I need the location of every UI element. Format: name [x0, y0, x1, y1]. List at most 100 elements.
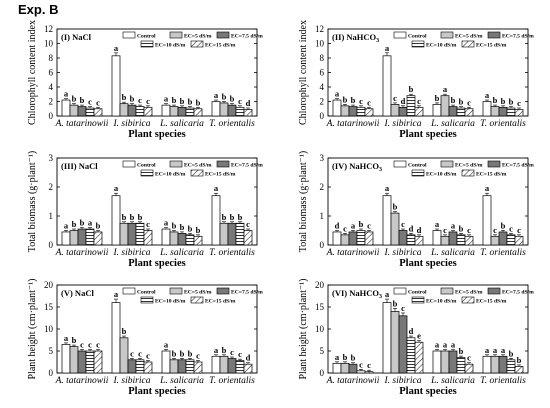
legend-swatch [411, 296, 425, 304]
legend-label: EC=5 dS/m [455, 34, 483, 40]
legend: Control EC=5 dS/m EC=7.5 dS/m EC=10 dS/m EC=… [122, 287, 263, 305]
legend-swatch [461, 296, 475, 304]
panel-2: 0 2 4 6 8 10 12 Chlorophyll content index (II) N… [298, 20, 534, 140]
y-tick-label: 12 [315, 24, 324, 34]
bar [390, 311, 400, 374]
legend: Control EC=5 dS/m EC=7.5 dS/m EC=10 dS/m EC=… [393, 160, 534, 178]
legend-swatch [169, 160, 183, 168]
significance-letter: c [96, 97, 100, 107]
significance-letter: a [451, 340, 456, 350]
bar [348, 106, 358, 117]
legend-swatch [461, 40, 475, 48]
y-tick-label: 6 [320, 68, 325, 78]
significance-letter: a [114, 43, 119, 53]
significance-letter: c [467, 353, 471, 363]
x-category-label: T. orientalis [480, 248, 526, 258]
bar [85, 228, 95, 246]
legend-label: EC=10 dS/m [426, 172, 457, 178]
x-category-label: I. sibirica [384, 376, 422, 386]
significance-letter: b [222, 345, 227, 355]
significance-letter: c [238, 349, 242, 359]
x-category-label: A. tatarinowii [55, 119, 109, 129]
significance-letter: e [417, 331, 421, 341]
bar [177, 359, 187, 374]
significance-letter: c [146, 219, 150, 229]
bar [406, 234, 416, 246]
significance-letter: c [367, 97, 371, 107]
bar [61, 99, 71, 117]
legend-label: Control [408, 290, 427, 296]
legend-swatch [190, 169, 204, 177]
bar [398, 315, 408, 374]
significance-letter: a [443, 340, 448, 350]
y-tick-label: 0 [49, 240, 54, 250]
significance-letter: b [130, 94, 135, 104]
bar [61, 231, 71, 246]
x-category-label: T. orientalis [209, 248, 255, 258]
panel-5: 0 5 10 15 20 Plant height (cm·plant⁻¹) (V) NaC… [27, 278, 263, 397]
y-axis-label: Chlorophyll content index [298, 20, 309, 125]
legend-swatch [122, 31, 136, 39]
legend-swatch [216, 160, 230, 168]
y-tick-label: 10 [44, 39, 54, 49]
bar [506, 234, 516, 246]
bar [235, 360, 245, 374]
bar [440, 350, 450, 374]
bar [69, 230, 79, 246]
y-tick-label: 10 [44, 324, 54, 334]
significance-letter: b [501, 96, 506, 106]
legend-swatch [216, 31, 230, 39]
legend-swatch [169, 31, 183, 39]
legend-swatch [440, 31, 454, 39]
legend-swatch [487, 287, 501, 295]
y-tick-label: 10 [315, 39, 325, 49]
bar [414, 235, 424, 246]
legend-label: EC=7.5 dS/m [502, 290, 534, 296]
bar [340, 105, 350, 117]
significance-letter: a [335, 89, 340, 99]
legend-label: EC=15 dS/m [205, 172, 236, 178]
x-category-label: I. sibirica [113, 248, 151, 258]
y-axis-label: Total biomass (g·plant⁻¹) [27, 151, 38, 252]
legend-swatch [487, 31, 501, 39]
bar [211, 195, 221, 246]
significance-letter: b [180, 96, 185, 106]
bar [482, 195, 492, 246]
y-tick-label: 0 [320, 111, 325, 121]
significance-letter: b [122, 326, 127, 336]
significance-letter: b [138, 212, 143, 222]
bar [390, 104, 400, 117]
x-category-label: I. sibirica [384, 119, 422, 129]
legend-label: EC=10 dS/m [155, 43, 186, 49]
y-tick-label: 8 [49, 53, 54, 63]
bar [177, 233, 187, 246]
significance-letter: a [214, 183, 219, 193]
bar [177, 106, 187, 117]
bar [364, 108, 374, 117]
significance-letter: a [164, 340, 169, 350]
significance-letter: b [96, 220, 101, 230]
bar [85, 107, 95, 117]
bar [193, 361, 203, 374]
bar [390, 212, 400, 246]
bar [340, 362, 350, 374]
bar [227, 358, 237, 374]
significance-letter: b [222, 91, 227, 101]
legend: Control EC=5 dS/m EC=7.5 dS/m EC=10 dS/m EC=… [393, 287, 534, 305]
bar [93, 231, 103, 246]
significance-letter: a [164, 94, 169, 104]
significance-letter: a [443, 84, 448, 94]
bar [514, 109, 524, 117]
bar [440, 95, 450, 117]
bar [498, 106, 508, 117]
bar [111, 55, 121, 117]
bar [169, 359, 179, 374]
legend-swatch [461, 169, 475, 177]
legend: Control EC=5 dS/m EC=7.5 dS/m EC=10 dS/m EC=… [393, 31, 534, 49]
x-category-label: I. sibirica [113, 376, 151, 386]
significance-letter: b [459, 223, 464, 233]
significance-letter: b [72, 94, 77, 104]
significance-letter: a [385, 43, 390, 53]
bar [432, 104, 442, 117]
